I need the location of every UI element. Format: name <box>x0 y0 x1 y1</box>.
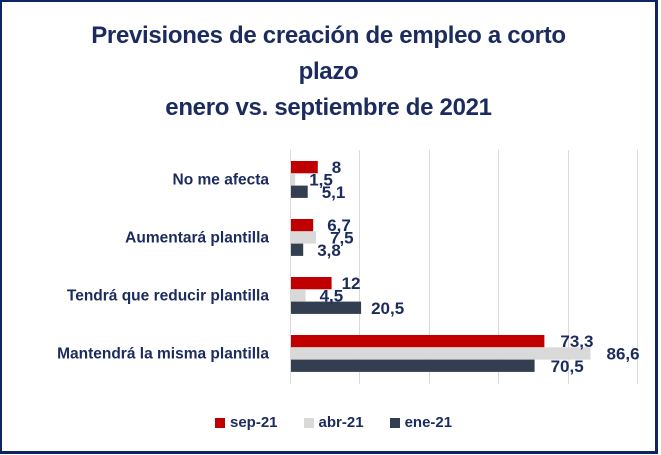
bars <box>291 161 591 372</box>
legend-swatch-abr-21 <box>303 417 314 428</box>
category-label: No me afecta <box>173 171 270 188</box>
chart-title-line-2: plazo <box>298 58 359 85</box>
data-label-ene-21-2: 20,5 <box>371 299 404 318</box>
data-label-ene-21-0: 5,1 <box>322 183 346 202</box>
legend-item-ene-21: ene-21 <box>389 414 453 431</box>
bar-sep-21-0 <box>291 161 318 174</box>
category-label: Mantendrá la misma plantilla <box>57 345 269 362</box>
bar-ene-21-1 <box>291 243 304 256</box>
bar-sep-21-3 <box>291 335 545 348</box>
data-label-abr-21-1: 7,5 <box>330 229 354 248</box>
bar-abr-21-3 <box>291 347 591 360</box>
category-labels: No me afecta Aumentará plantilla Tendrá qu… <box>57 171 269 362</box>
legend: sep-21 abr-21 ene-21 <box>215 414 452 431</box>
data-label-ene-21-3: 70,5 <box>551 357 584 376</box>
legend-swatch-sep-21 <box>215 417 225 428</box>
bar-ene-21-0 <box>291 185 308 198</box>
data-label-abr-21-0: 1,5 <box>309 171 333 190</box>
data-label-ene-21-1: 3,8 <box>317 241 341 260</box>
legend-item-abr-21: abr-21 <box>303 414 364 431</box>
chart-title-line-1: Previsiones de creación de empleo a cort… <box>91 22 566 49</box>
chart-title-line-3: enero vs. septiembre de 2021 <box>165 94 492 121</box>
bar-abr-21-2 <box>291 289 306 302</box>
bar-sep-21-1 <box>291 219 314 232</box>
bar-abr-21-1 <box>291 231 316 244</box>
legend-swatch-ene-21 <box>389 417 400 428</box>
bar-abr-21-0 <box>291 173 296 186</box>
bar-ene-21-3 <box>291 359 535 372</box>
category-label: Tendrá que reducir plantilla <box>67 287 269 304</box>
data-label-abr-21-3: 86,6 <box>607 344 640 363</box>
legend-label-sep-21: sep-21 <box>230 414 278 431</box>
data-label-sep-21-2: 12 <box>342 274 361 293</box>
legend-item-sep-21: sep-21 <box>215 414 278 431</box>
data-label-sep-21-0: 8 <box>332 158 341 177</box>
bar-sep-21-2 <box>291 277 332 290</box>
category-label: Aumentará plantilla <box>125 229 269 246</box>
data-label-sep-21-1: 6,7 <box>327 216 351 235</box>
data-label-sep-21-3: 73,3 <box>560 332 593 351</box>
bar-ene-21-2 <box>291 301 362 314</box>
legend-label-ene-21: ene-21 <box>404 414 453 431</box>
chart-title: Previsiones de creación de empleo a cort… <box>0 18 657 126</box>
legend-label-abr-21: abr-21 <box>318 414 364 431</box>
data-label-abr-21-2: 4,5 <box>320 286 344 305</box>
